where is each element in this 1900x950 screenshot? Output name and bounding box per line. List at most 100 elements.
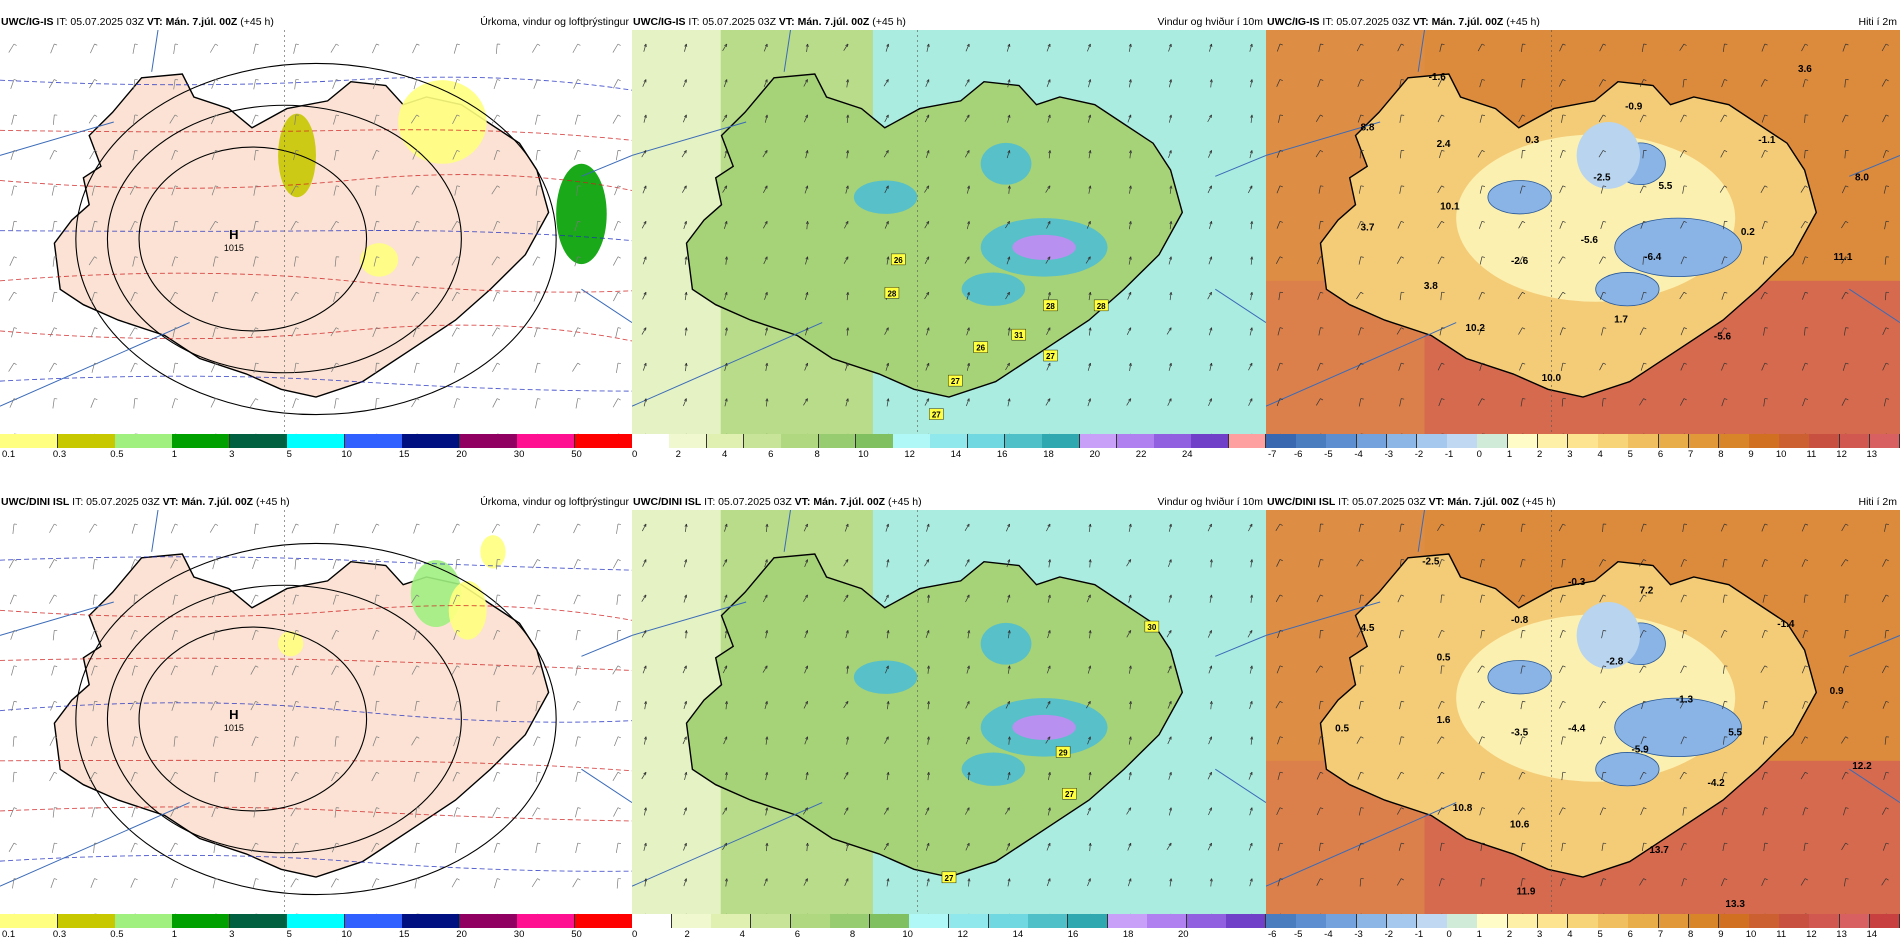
colorbar-label: 22	[1135, 449, 1147, 460]
colorbar-segment	[1839, 434, 1871, 448]
temp-value: -1.4	[1777, 619, 1795, 630]
colorbar-segment	[1598, 434, 1629, 448]
temp-value: 13.7	[1649, 845, 1669, 856]
temperature-map[interactable]: -2.5 -0.3 7.2 4.5 -0.8 -1.4 0.5 -2.8 0.9 -1.3 1.6 0…	[1266, 510, 1900, 928]
colorbar-label: 6	[1657, 449, 1664, 460]
colorbar-segment	[459, 434, 518, 448]
gust-label: 27	[1043, 349, 1058, 362]
colorbar-label: -2	[1414, 449, 1424, 460]
temp-value: -2.5	[1593, 172, 1611, 183]
colorbar-label: -1	[1444, 449, 1454, 460]
gust-label: 31	[1011, 328, 1026, 341]
colorbar-segment	[949, 914, 990, 928]
colorbar-label: 9	[1718, 929, 1724, 940]
colorbar-label: 12	[904, 449, 915, 460]
colorbar-segment	[1749, 914, 1780, 928]
colorbar-label: -2	[1384, 929, 1394, 940]
colorbar-segment	[1228, 434, 1266, 448]
colorbar-label: 14	[1866, 929, 1878, 940]
colorbar-label: -4	[1324, 929, 1333, 940]
field-title: Vindur og hviður í 10m	[1157, 16, 1263, 28]
colorbar-label: 15	[398, 929, 410, 940]
colorbar-segment	[229, 434, 288, 448]
panel-header: UWC/IG-IS IT: 05.07.2025 03Z VT: Mán. 7.…	[1, 16, 629, 28]
colorbar-segment	[1688, 434, 1720, 448]
gust-value: 27	[932, 411, 941, 420]
colorbar-segment	[1779, 434, 1810, 448]
colorbar-segment	[344, 914, 403, 928]
colorbar-label: 11	[1806, 449, 1817, 460]
temp-value: -1.3	[1676, 694, 1694, 705]
temperature-map[interactable]: -1.6 3.6 8.8 2.4 -0.9 0.3 -1.1 -2.5 5.5 8.0 10.1 3.…	[1266, 30, 1900, 448]
colorbar-label: 3	[1567, 449, 1573, 460]
colorbar-labels: 0.1 0.3 0.5 1 3 5 10 15 20 30 50	[0, 449, 632, 461]
colorbar-segment	[0, 914, 58, 928]
valid-time: Mán. 7.júl. 00Z	[797, 16, 870, 28]
colorbar-segment	[1107, 914, 1148, 928]
colorbar-segment	[1417, 434, 1448, 448]
colorbar-segment	[1296, 914, 1327, 928]
wind-map[interactable]: 26 28 28 31 28 26 27 27 27	[632, 30, 1266, 448]
colorbar-segment	[1839, 914, 1871, 928]
temp-value: -5.6	[1581, 235, 1599, 246]
model-name: UWC/DINI ISL	[1267, 496, 1336, 508]
temp-value: -2.5	[1422, 556, 1440, 567]
gust-value: 28	[1046, 302, 1055, 311]
gust-value: 27	[1046, 352, 1055, 361]
colorbar-segment	[1356, 434, 1388, 448]
colorbar-label: 4	[1597, 449, 1603, 460]
gust-label: 26	[973, 341, 988, 353]
colorbar	[1266, 434, 1900, 448]
init-time: 05.07.2025 03Z	[86, 496, 160, 508]
colorbar-label: 5	[286, 449, 292, 460]
wind-map[interactable]: 30 29 27 27	[632, 510, 1266, 928]
colorbar-segment	[1067, 914, 1108, 928]
pressure-letter: H	[229, 707, 238, 722]
gust-value: 27	[951, 377, 960, 386]
colorbar-label: 4	[1567, 929, 1573, 940]
panel-ig-wind: UWC/IG-IS IT: 05.07.2025 03Z VT: Mán. 7.…	[632, 14, 1266, 466]
colorbar-segment	[967, 434, 1006, 448]
lead-time: (+45 h)	[240, 16, 274, 28]
colorbar-segment	[172, 914, 231, 928]
temp-value: -0.8	[1511, 615, 1529, 626]
colorbar-label: 20	[1178, 929, 1189, 940]
temp-value: -4.4	[1568, 724, 1586, 735]
colorbar-label: 7	[1657, 929, 1664, 940]
colorbar-segment	[1869, 434, 1900, 448]
colorbar-label: 5	[1627, 449, 1633, 460]
temp-value: 3.6	[1798, 64, 1812, 75]
temp-value: 2.4	[1437, 139, 1451, 150]
valid-time: Mán. 7.júl. 00Z	[1431, 16, 1504, 28]
colorbar-label: 2	[684, 929, 690, 940]
colorbar-segment	[1809, 914, 1841, 928]
init-time: 05.07.2025 03Z	[1352, 496, 1426, 508]
gust-value: 30	[1147, 623, 1156, 632]
model-name: UWC/DINI ISL	[1, 496, 70, 508]
temp-value: 13.3	[1725, 899, 1745, 910]
colorbar-segment	[1147, 914, 1188, 928]
valid-time: Mán. 7.júl. 00Z	[165, 16, 238, 28]
colorbar-label: 20	[1089, 449, 1101, 460]
gust-value: 27	[945, 874, 954, 883]
colorbar	[1266, 914, 1900, 928]
colorbar-label: -6	[1268, 929, 1277, 940]
colorbar-label: 6	[794, 929, 801, 940]
colorbar-segment	[711, 914, 752, 928]
colorbar-segment	[114, 434, 173, 448]
colorbar-label: -6	[1293, 449, 1303, 460]
colorbar-label: 16	[1067, 929, 1079, 940]
init-time: 05.07.2025 03Z	[718, 496, 792, 508]
lead-time: (+45 h)	[1522, 496, 1556, 508]
colorbar-label: 13	[1836, 929, 1847, 940]
wind-vectors	[641, 523, 1254, 922]
colorbar-segment	[1658, 914, 1690, 928]
temp-value: -5.6	[1714, 331, 1732, 342]
colorbar-segment	[632, 914, 673, 928]
colorbar-label: 18	[1122, 929, 1134, 940]
colorbar-segment	[1447, 914, 1478, 928]
colorbar-label: 3	[1537, 929, 1543, 940]
temp-value: 11.9	[1516, 887, 1535, 898]
